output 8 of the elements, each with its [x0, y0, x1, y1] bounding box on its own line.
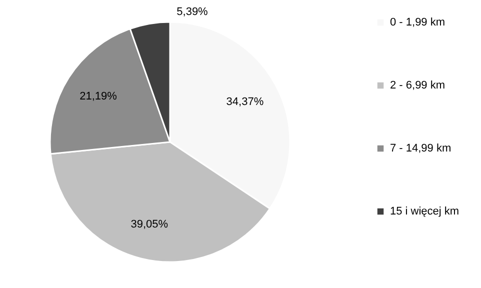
data-label: 5,39% [176, 6, 208, 18]
data-label: 39,05% [130, 218, 168, 230]
legend-label: 15 i więcej km [390, 206, 460, 218]
data-label: 21,19% [80, 90, 118, 102]
data-label: 34,37% [226, 96, 264, 108]
legend-label: 0 - 1,99 km [390, 16, 446, 28]
legend-label: 7 - 14,99 km [390, 142, 452, 154]
legend-label: 2 - 6,99 km [390, 80, 446, 92]
